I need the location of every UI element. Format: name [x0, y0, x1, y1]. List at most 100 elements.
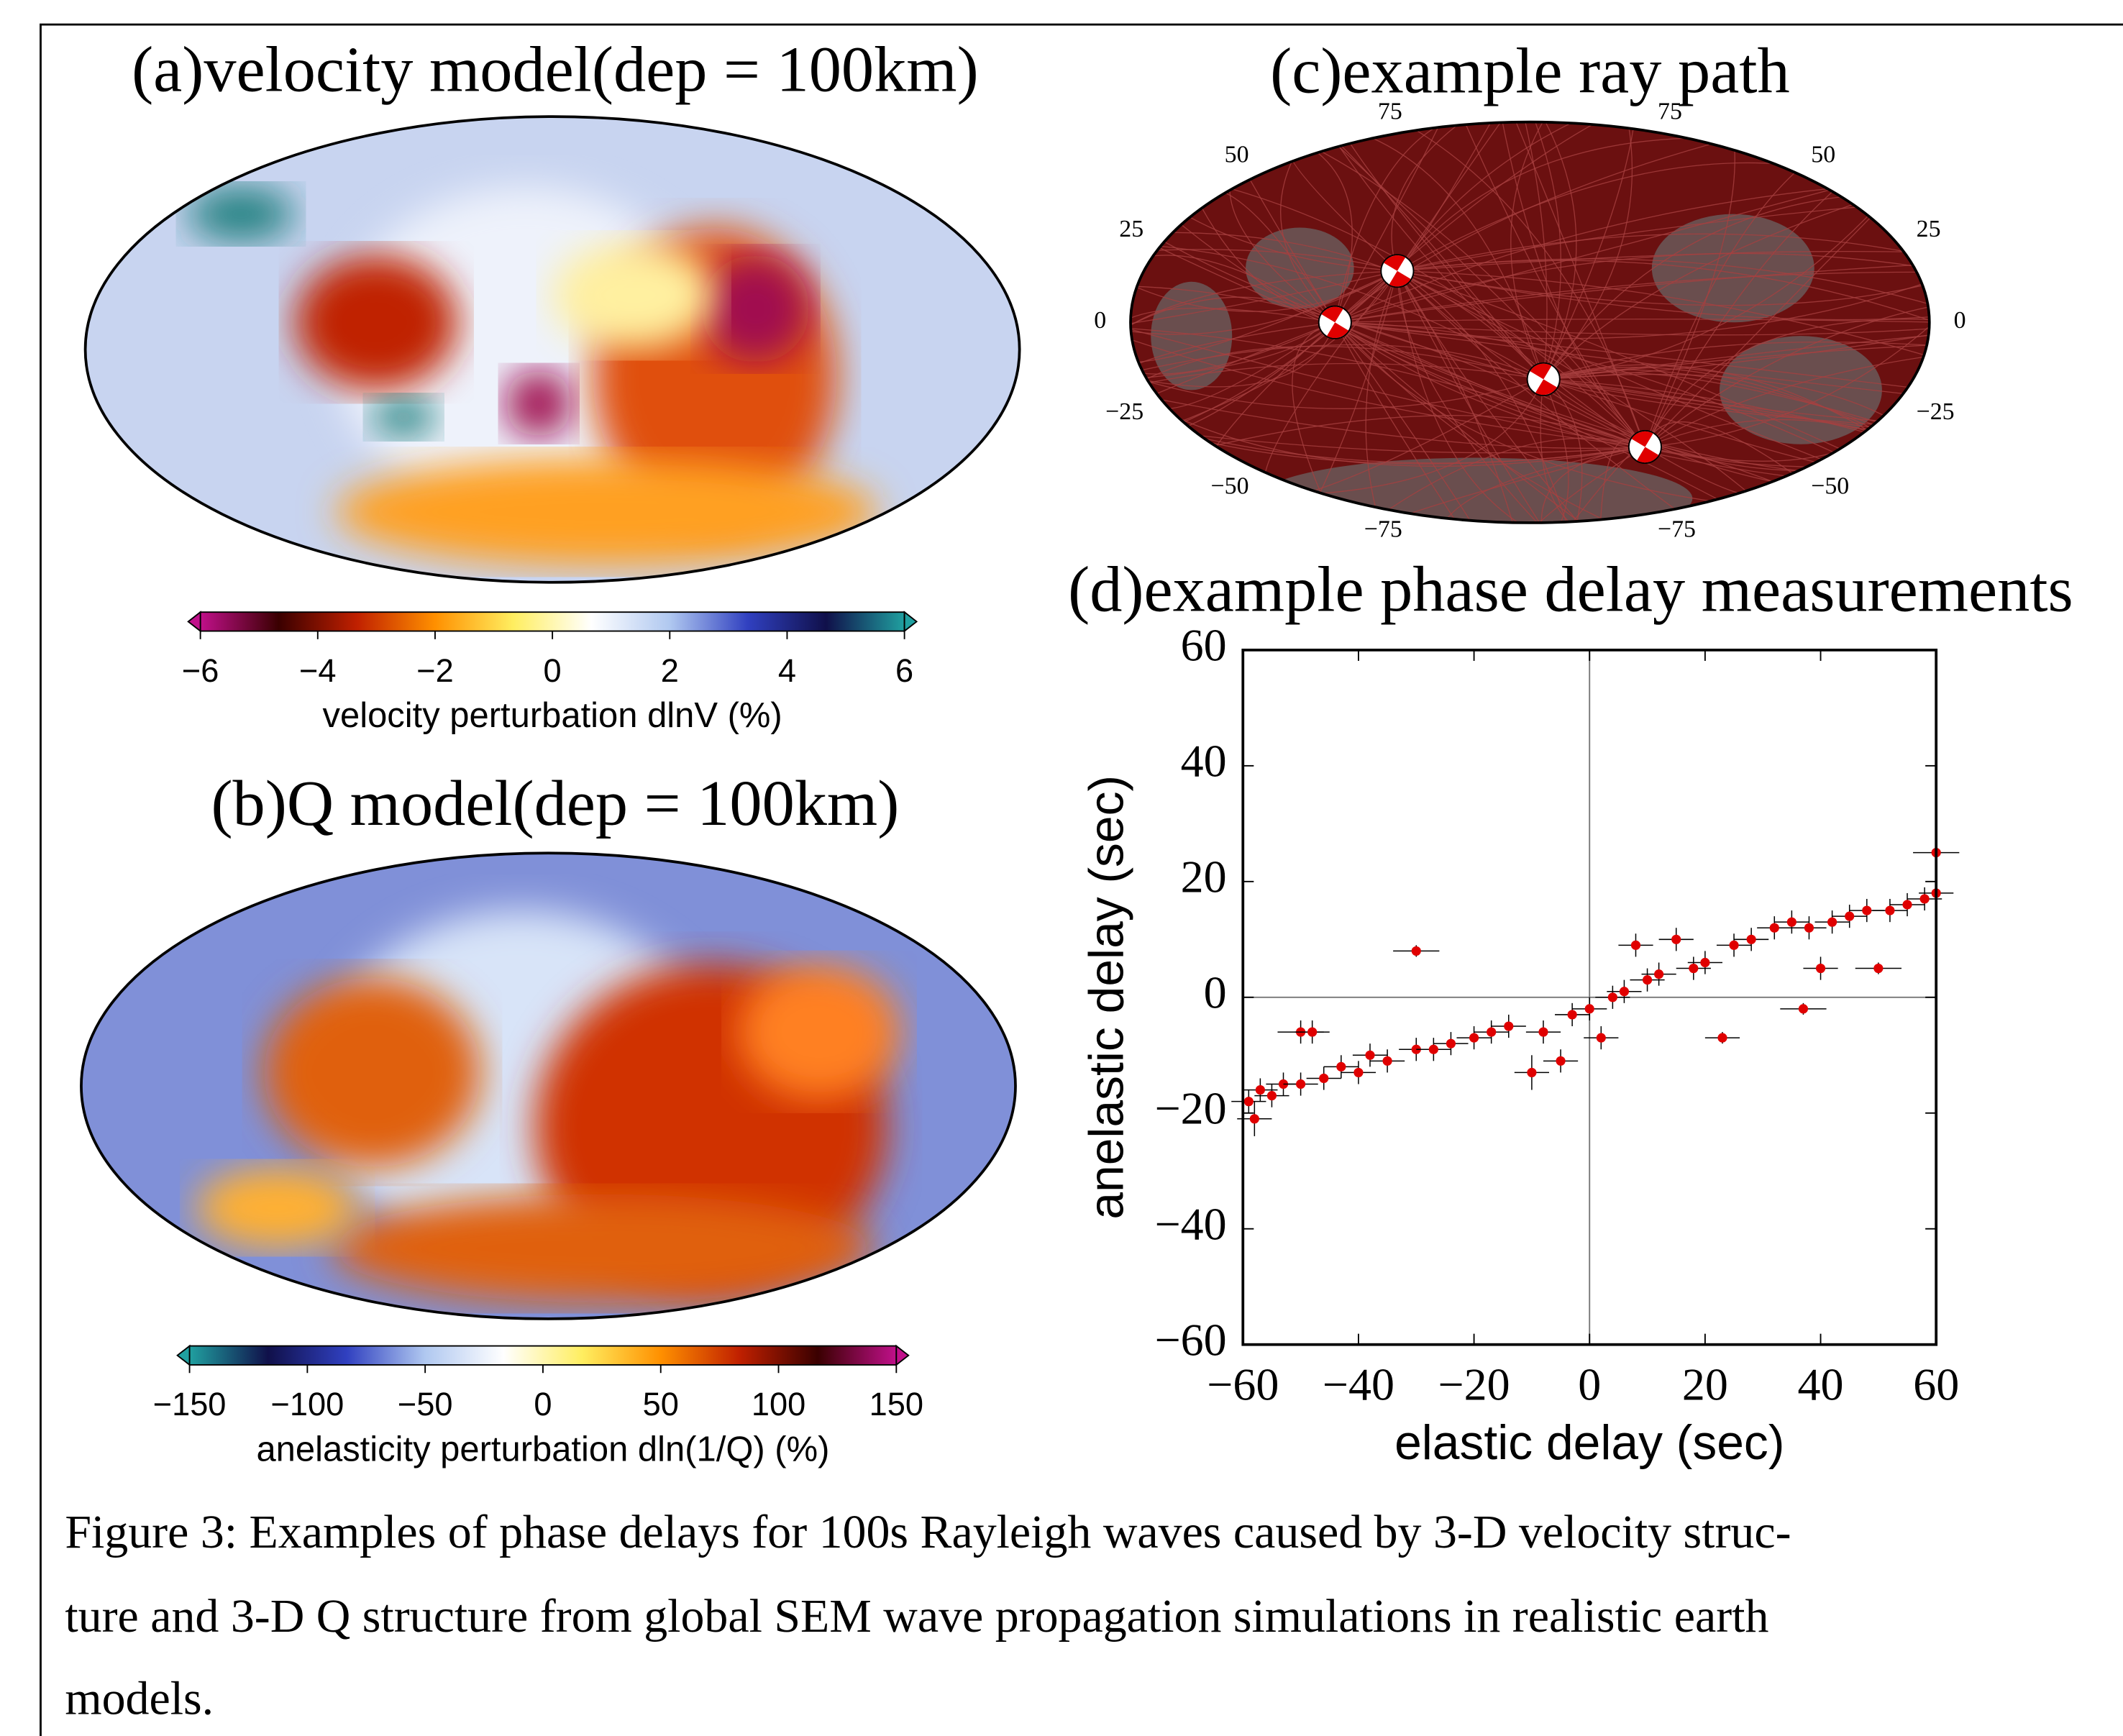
ray — [1143, 239, 1645, 448]
y-tick-label: 0 — [1204, 967, 1227, 1018]
ray — [1645, 419, 1884, 448]
ray — [1131, 332, 1645, 448]
ray — [1138, 398, 1645, 467]
point — [1630, 940, 1641, 950]
ray — [1307, 143, 1645, 447]
ray — [1131, 321, 1336, 380]
lat-label: −50 — [1811, 473, 1849, 500]
ray — [1397, 250, 1926, 272]
point — [1671, 934, 1681, 944]
x-tick-label: −20 — [1438, 1359, 1510, 1410]
map-anomaly — [295, 255, 458, 390]
ray — [1355, 130, 1544, 380]
ray — [1397, 122, 1508, 272]
point — [1642, 975, 1653, 985]
ray — [1397, 270, 1547, 523]
point — [1804, 923, 1814, 933]
lat-label: −75 — [1364, 516, 1402, 543]
ray — [1397, 270, 1930, 361]
continent — [1259, 457, 1693, 523]
colorbar-arrow — [176, 1344, 191, 1366]
ray — [1334, 122, 1610, 323]
colorbar-tick-label: −6 — [182, 652, 219, 689]
lat-label: −50 — [1211, 473, 1249, 500]
lat-label: −25 — [1917, 398, 1955, 425]
map — [81, 853, 1015, 1319]
point — [1319, 1073, 1329, 1084]
point — [1353, 1067, 1364, 1078]
ray — [1331, 136, 1544, 380]
y-tick-label: 40 — [1181, 736, 1227, 787]
lat-label: 0 — [1094, 307, 1106, 334]
ray — [1335, 321, 1732, 508]
ray — [1131, 344, 1544, 380]
point — [1266, 1091, 1277, 1101]
ray — [1169, 429, 1645, 464]
ray — [1140, 244, 1544, 380]
point — [1700, 957, 1710, 968]
x-tick-label: −60 — [1207, 1359, 1279, 1410]
colorbar-arrow — [895, 1344, 910, 1366]
plot-frame — [1241, 649, 1938, 1346]
map-anomaly — [738, 964, 900, 1100]
ray — [1397, 162, 1815, 272]
colorbar-tick-label: 4 — [778, 652, 796, 689]
point — [1567, 1010, 1577, 1020]
point — [1249, 1114, 1259, 1124]
ray — [1166, 270, 1398, 428]
y-tick-label: 60 — [1181, 620, 1227, 671]
ray — [1645, 303, 1930, 448]
ray — [1397, 270, 1757, 501]
ray — [1543, 341, 1930, 380]
colorbar-tick-label: −4 — [299, 652, 337, 689]
point — [1382, 1056, 1392, 1066]
ray — [1335, 263, 1930, 323]
ray — [1510, 122, 1549, 380]
colorbar-tick-label: 6 — [895, 652, 913, 689]
ray — [1645, 309, 1930, 448]
ray — [1397, 204, 1878, 272]
map-anomaly — [264, 977, 481, 1168]
point — [1428, 1044, 1438, 1054]
point — [1827, 917, 1837, 927]
ray — [1335, 271, 1930, 323]
ray — [1543, 194, 1863, 380]
y-tick-label: 20 — [1181, 851, 1227, 903]
point — [1729, 940, 1739, 950]
lat-label: 50 — [1225, 142, 1249, 168]
ray — [1169, 214, 1645, 448]
lat-label: 25 — [1917, 216, 1941, 242]
ray — [1213, 183, 1645, 447]
continent — [1651, 214, 1814, 323]
ray-map-background — [1131, 122, 1930, 523]
colorbar-tick-label: 2 — [661, 652, 679, 689]
ray — [1543, 378, 1896, 426]
colorbar-tick-label: −150 — [153, 1386, 227, 1422]
point — [1584, 1004, 1594, 1014]
ray — [1167, 270, 1398, 429]
point — [1654, 969, 1664, 979]
colorbar — [199, 611, 905, 632]
colorbar-tick-label: −100 — [270, 1386, 344, 1422]
ray — [1543, 378, 1899, 423]
point — [1919, 894, 1930, 904]
ray — [1543, 122, 1633, 380]
ray — [1543, 379, 1569, 523]
ray — [1334, 137, 1733, 323]
ray — [1543, 378, 1829, 472]
ray — [1136, 394, 1645, 449]
ray — [1530, 122, 1561, 380]
point — [1504, 1021, 1514, 1031]
ray — [1391, 122, 1473, 271]
y-tick-label: −60 — [1155, 1314, 1227, 1365]
point — [1619, 987, 1630, 997]
x-tick-label: −40 — [1323, 1359, 1394, 1410]
point — [1596, 1033, 1606, 1043]
ray — [1131, 362, 1544, 388]
ray — [1131, 296, 1336, 336]
ray — [1376, 437, 1645, 518]
ray — [1335, 321, 1928, 390]
ray — [1172, 431, 1645, 454]
ray — [1397, 270, 1837, 467]
ray — [1543, 122, 1635, 380]
